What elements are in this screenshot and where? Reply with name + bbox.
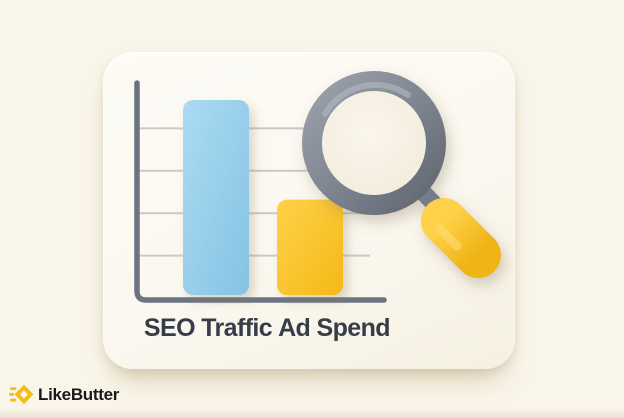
magnifier-handle [421,198,501,278]
bar-label-seo-traffic: SEO Traffic [143,314,273,342]
likebutter-logo-text: LikeButter [38,384,120,404]
magnifier-handle-highlight [435,224,462,251]
bar-ad-spend [277,199,343,295]
magnifier-ring [302,71,446,215]
likebutter-logo-icon [9,384,34,404]
chart-axis [134,80,387,303]
chart-bars [183,99,343,296]
chart-card: SEO Traffic Ad Spend [103,52,515,369]
bar-seo-traffic [183,99,249,296]
bar-chart [134,80,387,303]
bar-label-ad-spend: Ad Spend [278,314,390,342]
likebutter-logo: LikeButter [9,381,119,407]
magnifier-ring-highlight [322,81,411,117]
magnifier-lens [321,90,427,196]
magnifying-glass-icon [302,71,501,278]
